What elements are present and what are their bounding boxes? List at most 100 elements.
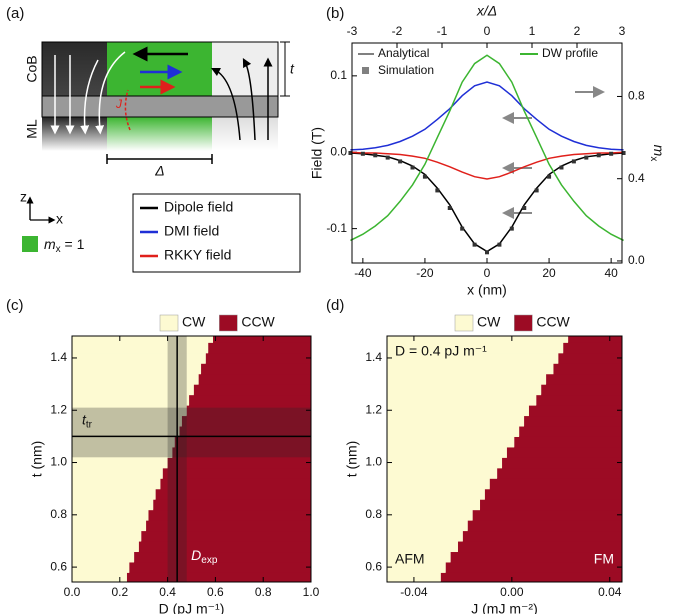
cw-region xyxy=(72,530,141,541)
y-tick-label: 0.8 xyxy=(50,507,67,521)
uncertainty-band xyxy=(72,408,311,458)
x-tick-label: -20 xyxy=(416,266,434,280)
y-tick-label: 0.6 xyxy=(365,559,382,573)
data-point xyxy=(460,227,464,231)
cw-region xyxy=(72,562,129,573)
cw-region xyxy=(387,510,473,521)
ccw-region xyxy=(536,395,622,406)
legend-text: CCW xyxy=(241,314,275,330)
x2-tick-label: -1 xyxy=(437,24,448,38)
cw-region xyxy=(387,395,536,406)
y-tick-label: 0.8 xyxy=(365,507,382,521)
legend-swatch xyxy=(514,315,532,331)
y2-axis-label: mx xyxy=(648,145,667,162)
ccw-region xyxy=(141,530,311,541)
annotation-sub: exp xyxy=(201,555,218,566)
data-point xyxy=(361,152,365,156)
ccw-region xyxy=(463,530,622,541)
y2-tick-label: 0.4 xyxy=(628,171,645,185)
legend-text: mx = 1 xyxy=(44,236,85,255)
x2-tick-label: 0 xyxy=(484,24,491,38)
phase-map xyxy=(72,321,311,583)
cw-region xyxy=(387,447,507,458)
x-tick-label: 0.4 xyxy=(159,585,176,599)
cw-region xyxy=(387,489,485,500)
data-point xyxy=(597,153,601,157)
panel-label: (a) xyxy=(6,5,24,22)
ccw-region xyxy=(485,489,622,500)
y-tick-label: 1.2 xyxy=(365,402,382,416)
cw-region xyxy=(72,332,213,343)
ccw-region xyxy=(208,342,311,353)
x-tick-label: -40 xyxy=(354,266,372,280)
annotation: D = 0.4 pJ m⁻¹ xyxy=(395,343,487,359)
y-tick-label: 0.6 xyxy=(50,559,67,573)
layer-label: CoB xyxy=(24,55,40,82)
ccw-region xyxy=(201,363,311,374)
ccw-region xyxy=(199,374,311,385)
legend-text: RKKY field xyxy=(164,247,231,263)
y-tick-label: -0.1 xyxy=(326,221,347,235)
data-point xyxy=(547,175,551,179)
ccw-region xyxy=(213,332,311,343)
spacer xyxy=(42,96,278,117)
annotation: FM xyxy=(594,551,614,567)
schematic: J CoB ML t Δ z x mx = 1 xyxy=(20,42,300,272)
ccw-region xyxy=(139,541,311,552)
cw-region xyxy=(387,363,553,374)
data-point xyxy=(522,206,526,210)
y2-tick-label: 0.8 xyxy=(628,89,645,103)
y-tick-label: 0.0 xyxy=(330,144,347,158)
ccw-region xyxy=(529,405,622,416)
data-point xyxy=(497,243,501,247)
ccw-region xyxy=(546,374,622,385)
data-point xyxy=(386,156,390,160)
cw-region xyxy=(72,489,156,500)
panel-label: (b) xyxy=(326,5,344,22)
ccw-region xyxy=(480,499,622,510)
ccw-region xyxy=(490,478,622,489)
cw-region xyxy=(387,436,514,447)
ccw-region xyxy=(206,353,311,364)
ccw-region xyxy=(524,415,622,426)
cw-region xyxy=(387,426,519,437)
cw-region xyxy=(387,468,497,479)
data-point xyxy=(373,153,377,157)
ml-left xyxy=(42,117,107,151)
y2-axis-label-sub: x xyxy=(648,156,659,161)
legend-swatch xyxy=(219,315,237,331)
x-tick-label: 0.2 xyxy=(111,585,128,599)
y2-axis-label-main: m xyxy=(651,145,667,157)
cw-region xyxy=(387,405,529,416)
cw-region xyxy=(387,415,524,426)
x2-tick-label: 3 xyxy=(619,24,626,38)
coupling-label: J xyxy=(115,97,123,111)
x2-tick-label: -2 xyxy=(392,24,403,38)
legend-text: DW profile xyxy=(542,46,598,60)
x-tick-label: 0 xyxy=(484,266,491,280)
axis-arrow xyxy=(30,200,52,220)
axis-name: z xyxy=(20,189,27,205)
y-tick-label: 1.4 xyxy=(365,350,382,364)
layer-label: ML xyxy=(24,119,40,139)
y-tick-label: 1.2 xyxy=(50,402,67,416)
cw-region xyxy=(387,478,490,489)
data-point xyxy=(398,159,402,163)
data-point xyxy=(423,175,427,179)
ccw-region xyxy=(468,520,622,531)
figure: (a) (b) (c) (d) J CoB ML t Δ z x xyxy=(0,0,674,614)
data-point xyxy=(435,188,439,192)
legend-text: Analytical xyxy=(378,46,429,60)
legend-text: CW xyxy=(477,314,501,330)
y-tick-label: 1.0 xyxy=(50,455,67,469)
data-point xyxy=(535,188,539,192)
x-tick-label: -0.04 xyxy=(400,585,428,599)
x-tick-label: 0.04 xyxy=(598,585,622,599)
data-point xyxy=(411,166,415,170)
thickness-bracket xyxy=(280,42,290,96)
ccw-region xyxy=(568,332,622,343)
phase-map xyxy=(387,321,622,583)
ccw-region xyxy=(168,457,311,468)
ml-wall xyxy=(107,117,212,151)
y-tick-label: 1.0 xyxy=(365,455,382,469)
